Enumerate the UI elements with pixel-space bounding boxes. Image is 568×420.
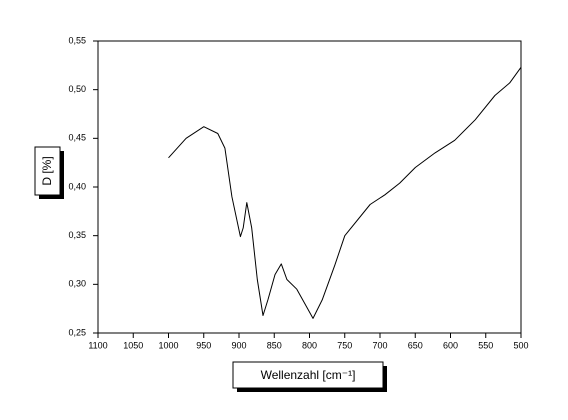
x-tick-label: 700 <box>372 340 387 350</box>
x-tick-label: 900 <box>231 340 246 350</box>
x-axis-label: Wellenzahl [cm⁻¹] <box>261 368 356 382</box>
x-tick-label: 800 <box>302 340 317 350</box>
y-tick-label: 0,40 <box>68 181 86 191</box>
xlabel-box <box>232 361 384 389</box>
y-tick-label: 0,50 <box>68 84 86 94</box>
x-tick-label: 650 <box>408 340 423 350</box>
x-tick-label: 750 <box>337 340 352 350</box>
x-tick-label: 550 <box>478 340 493 350</box>
ylabel-box <box>34 146 61 196</box>
x-tick-label: 1100 <box>88 340 107 350</box>
y-tick-label: 0,30 <box>68 279 86 289</box>
y-axis-label: D [%] <box>40 156 54 185</box>
plot-frame <box>97 40 522 334</box>
spectrum-line <box>168 67 522 319</box>
x-tick-label: 1050 <box>123 340 143 350</box>
x-tick-label: 850 <box>267 340 282 350</box>
x-tick-label: 1000 <box>158 340 178 350</box>
x-tick-label: 500 <box>513 340 528 350</box>
x-tick-label: 600 <box>443 340 458 350</box>
y-tick-label: 0,45 <box>68 133 86 143</box>
y-tick-label: 0,25 <box>68 327 86 337</box>
y-tick-label: 0,35 <box>68 230 86 240</box>
x-tick-label: 950 <box>196 340 211 350</box>
y-tick-label: 0,55 <box>68 35 86 45</box>
